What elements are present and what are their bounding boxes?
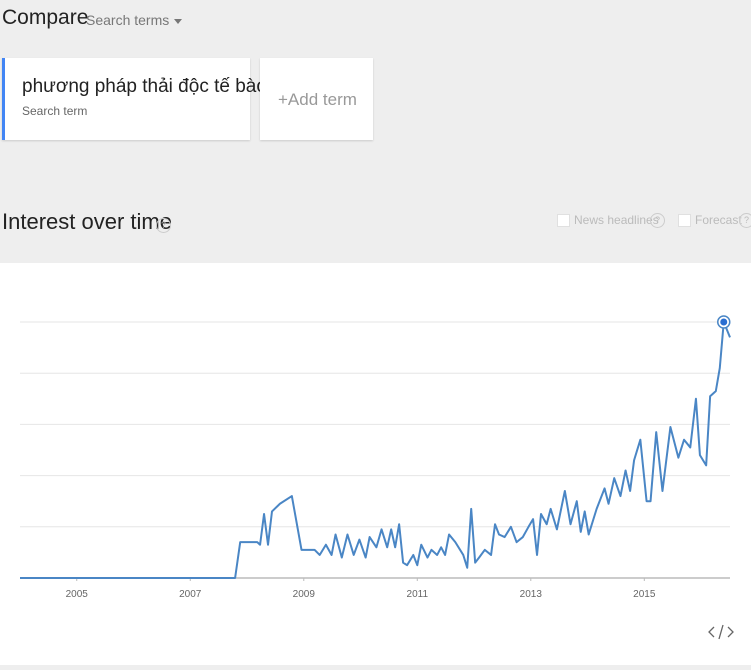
embed-icon[interactable] (708, 624, 734, 640)
add-term-label: +Add term (278, 90, 357, 109)
help-icon[interactable]: ? (650, 213, 665, 228)
section-title: Interest over time (2, 209, 172, 234)
option-label: News headlines (574, 213, 659, 227)
chart-panel: 2005 2007 2009 2011 2013 2015 (0, 263, 751, 665)
highlight-point (720, 318, 728, 326)
term-card[interactable]: phương pháp thải độc tế bào Search term (2, 58, 267, 140)
compare-title: Compare (2, 6, 89, 29)
add-term-card[interactable]: +Add term (260, 58, 373, 140)
dropdown-label: Search terms (86, 12, 170, 28)
x-tick-label: 2007 (179, 589, 202, 600)
option-label: Forecast (695, 213, 742, 227)
term-label: phương pháp thải độc tế bào (22, 76, 267, 97)
help-icon[interactable]: ? (739, 213, 751, 228)
x-tick-label: 2009 (293, 589, 316, 600)
x-tick-label: 2015 (633, 589, 656, 600)
x-tick-label: 2005 (66, 589, 89, 600)
trend-line (20, 321, 731, 579)
help-icon[interactable]: ? (156, 218, 171, 233)
x-tick-label: 2011 (407, 589, 429, 600)
chart: 2005 2007 2009 2011 2013 2015 (20, 315, 734, 640)
checkbox[interactable] (678, 214, 691, 227)
search-terms-dropdown[interactable]: Search terms (86, 12, 183, 28)
checkbox[interactable] (557, 214, 570, 227)
term-sublabel: Search term (22, 104, 88, 118)
dropdown-arrow (174, 19, 183, 24)
x-tick-label: 2013 (520, 589, 543, 600)
